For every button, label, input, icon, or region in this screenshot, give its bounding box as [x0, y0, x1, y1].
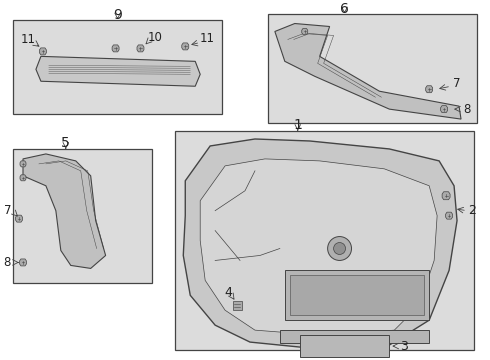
Polygon shape: [20, 161, 26, 167]
Polygon shape: [137, 45, 144, 52]
Polygon shape: [426, 86, 433, 93]
Text: 8: 8: [464, 103, 471, 116]
Polygon shape: [182, 43, 189, 50]
Text: 3: 3: [400, 339, 408, 352]
Polygon shape: [275, 23, 461, 119]
Polygon shape: [20, 259, 26, 266]
Text: 5: 5: [61, 136, 70, 150]
Text: 6: 6: [340, 1, 349, 15]
Text: 7: 7: [3, 204, 11, 217]
Circle shape: [328, 237, 351, 260]
Bar: [280, 330, 429, 343]
Polygon shape: [441, 105, 447, 113]
Bar: [13, 19, 222, 114]
Polygon shape: [36, 57, 200, 86]
Bar: [233, 301, 242, 310]
Polygon shape: [16, 215, 23, 222]
Bar: [290, 275, 424, 315]
Text: 10: 10: [148, 31, 163, 44]
Polygon shape: [445, 212, 453, 219]
Polygon shape: [39, 48, 47, 55]
Bar: [285, 270, 429, 320]
Polygon shape: [442, 192, 450, 200]
Text: 7: 7: [453, 77, 461, 90]
Circle shape: [334, 243, 345, 255]
Text: 2: 2: [468, 204, 476, 217]
Polygon shape: [20, 175, 26, 181]
Bar: [175, 131, 474, 350]
Bar: [13, 149, 152, 283]
Text: 8: 8: [4, 256, 11, 269]
Bar: [268, 14, 477, 123]
Polygon shape: [200, 159, 437, 335]
Polygon shape: [302, 28, 308, 35]
Text: 9: 9: [113, 8, 122, 22]
Polygon shape: [183, 139, 457, 348]
Polygon shape: [23, 154, 106, 269]
Bar: [300, 335, 390, 357]
Text: 11: 11: [21, 33, 35, 46]
Text: 11: 11: [199, 32, 215, 45]
Text: 4: 4: [224, 286, 232, 299]
Text: 1: 1: [294, 118, 302, 132]
Polygon shape: [112, 45, 119, 52]
